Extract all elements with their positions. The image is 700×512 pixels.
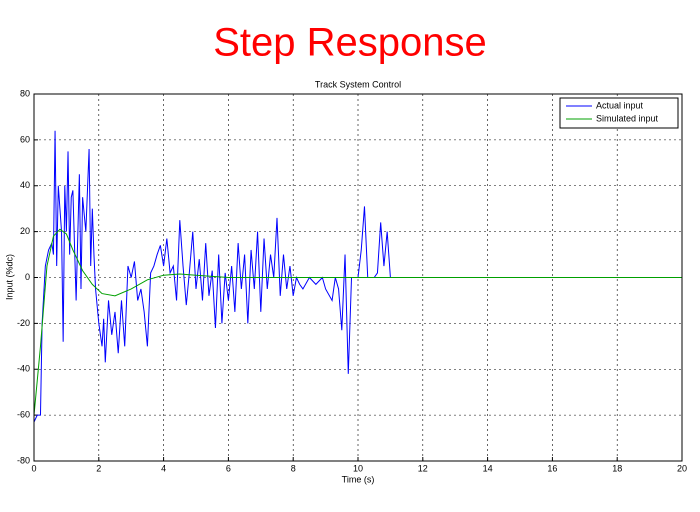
y-tick-label: -40 <box>17 364 30 374</box>
x-tick-label: 6 <box>226 463 231 473</box>
y-axis-label: Input (%dc) <box>4 254 14 300</box>
y-tick-label: 60 <box>20 134 30 144</box>
x-tick-label: 10 <box>353 463 363 473</box>
legend-label: Simulated input <box>596 113 659 123</box>
x-tick-label: 4 <box>161 463 166 473</box>
x-axis-label: Time (s) <box>342 474 375 484</box>
legend-label: Actual input <box>596 100 644 110</box>
x-tick-label: 14 <box>483 463 493 473</box>
series-line <box>33 228 682 416</box>
x-tick-label: 8 <box>291 463 296 473</box>
series-line <box>33 130 682 423</box>
y-tick-label: -80 <box>17 455 30 465</box>
y-tick-label: 0 <box>25 272 30 282</box>
y-tick-label: 20 <box>20 226 30 236</box>
x-tick-label: 16 <box>547 463 557 473</box>
x-tick-label: 18 <box>612 463 622 473</box>
y-tick-label: -20 <box>17 318 30 328</box>
x-tick-label: 0 <box>31 463 36 473</box>
y-tick-label: -60 <box>17 410 30 420</box>
legend-box <box>559 97 679 129</box>
y-tick-label: 80 <box>20 88 30 98</box>
chart-title: Track System Control <box>315 79 401 89</box>
x-tick-label: 12 <box>418 463 428 473</box>
slide-title: Step Response <box>213 21 487 65</box>
plot-frame <box>33 93 683 462</box>
y-tick-label: 40 <box>20 180 30 190</box>
x-tick-label: 20 <box>677 463 687 473</box>
x-tick-label: 2 <box>96 463 101 473</box>
